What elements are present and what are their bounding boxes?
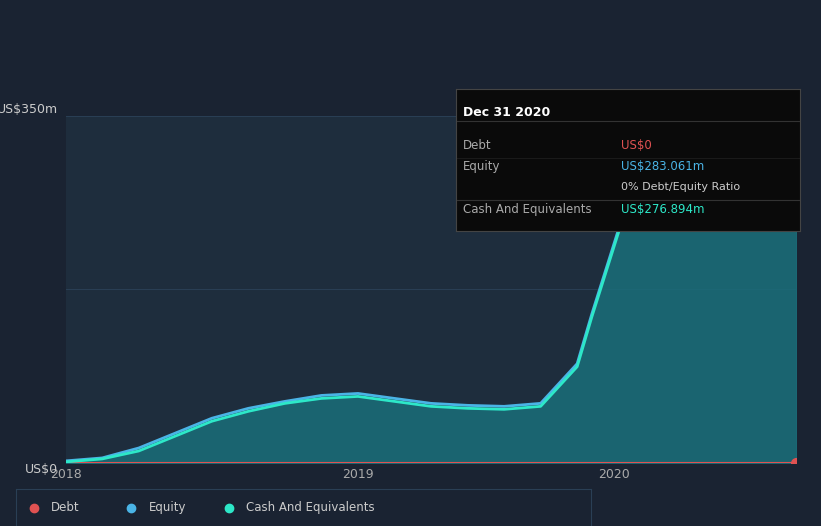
Text: Cash And Equivalents: Cash And Equivalents [462,203,591,216]
Text: US$0: US$0 [25,463,58,476]
Text: Dec 31 2020: Dec 31 2020 [462,106,550,119]
Text: Debt: Debt [51,501,80,514]
Text: Debt: Debt [462,139,491,152]
Text: Cash And Equivalents: Cash And Equivalents [246,501,375,514]
Text: US$0: US$0 [621,139,652,152]
Text: Equity: Equity [462,160,500,174]
Text: US$276.894m: US$276.894m [621,203,704,216]
Text: Equity: Equity [149,501,186,514]
Text: US$350m: US$350m [0,103,58,116]
Text: 0% Debt/Equity Ratio: 0% Debt/Equity Ratio [621,182,741,192]
Text: US$283.061m: US$283.061m [621,160,704,174]
